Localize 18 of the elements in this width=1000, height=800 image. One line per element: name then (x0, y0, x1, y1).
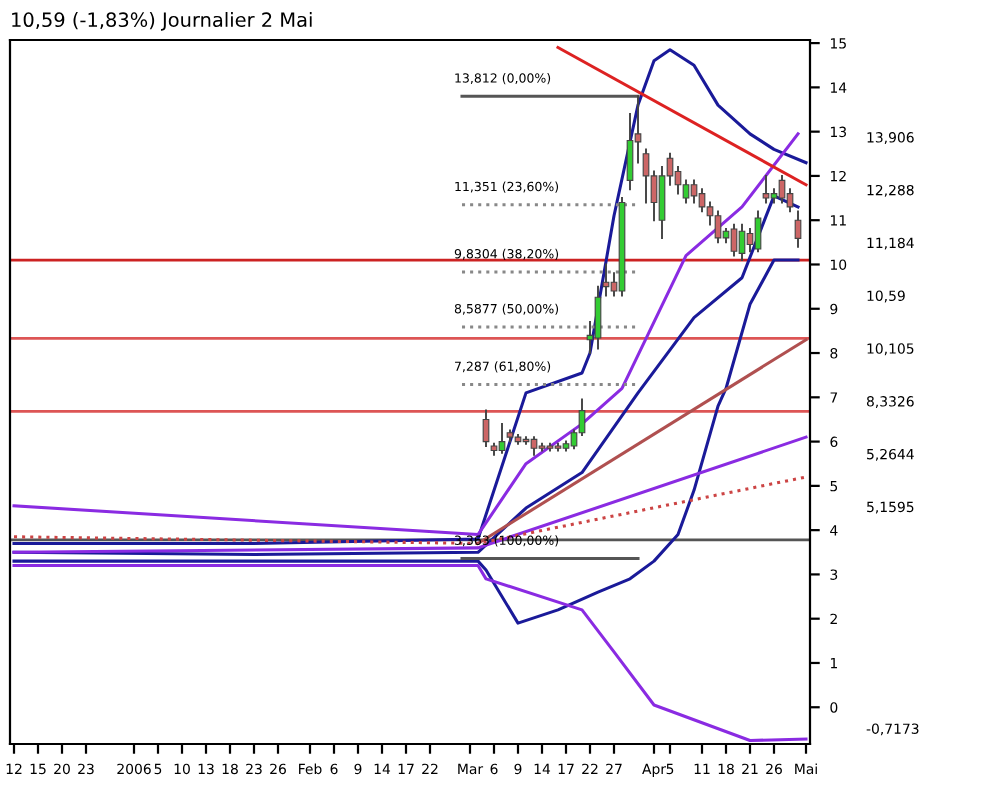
candlestick (498, 422, 506, 454)
candlestick (762, 174, 770, 204)
candlestick (642, 148, 650, 204)
candlestick (754, 210, 762, 253)
line-series (12, 48, 808, 545)
chart-title: 10,59 (-1,83%) Journalier 2 Mai (12, 12, 312, 31)
candlestick (594, 285, 602, 350)
candlestick (778, 174, 786, 204)
line-series (12, 258, 800, 625)
candlestick (690, 179, 698, 204)
candlestick (714, 210, 722, 244)
candlestick (730, 223, 738, 257)
candlestick (698, 188, 706, 213)
candlestick (626, 112, 634, 191)
candlestick (786, 188, 794, 213)
line-series (12, 132, 800, 537)
candlestick (682, 179, 690, 204)
candlestick (658, 166, 666, 239)
